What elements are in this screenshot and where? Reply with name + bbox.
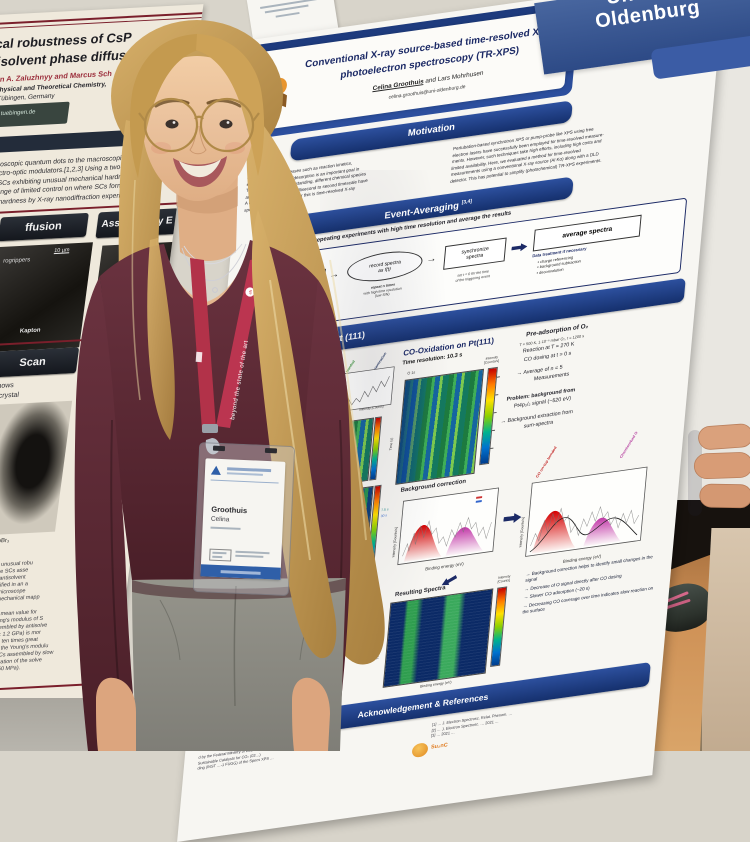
spectrum-after-plot: Binding energy (eV) Intensity [Counts/s] [519,466,648,564]
badge-footer-bar [235,554,264,558]
eye [165,119,179,129]
finger [698,423,750,450]
hand [688,423,750,516]
badge-footer-box [209,548,232,562]
axis-label: Binding energy (eV) [563,554,602,564]
spectrum-before-plot: Binding energy (eV) Intensity [Counts/s] [392,487,500,572]
badge-surname: Groothuis [211,504,248,516]
right-hand [292,677,330,751]
glasses [138,97,260,153]
badge-detail-bar [210,526,241,530]
lanyard: afs beyond the state of the art [190,258,264,455]
badge-footer-bar [212,555,223,558]
necklace [181,243,247,293]
mouth [173,156,227,188]
person-photo: afs beyond the state of the art [74,20,750,751]
hair-front [131,179,367,659]
lanyard-logo-icon [245,287,255,297]
badge-firstname: Celina [210,515,230,524]
badge-card: Groothuis Celina [200,458,286,580]
finger [699,483,750,509]
nose [189,125,207,155]
badge-footer-bar [235,550,270,555]
eyebrow [154,99,190,108]
badge: Groothuis Celina [192,442,296,597]
badge-header-bar [226,472,263,476]
eyebrow [206,99,242,108]
badge-rule [210,479,279,484]
axis-label: Intensity [Counts/s] [519,517,526,548]
badge-banner-bar [220,569,261,575]
axis-label: Binding energy (eV) [425,561,464,571]
left-hand [96,677,136,751]
badge-header-bar [227,467,272,472]
eye [219,119,233,129]
finger [693,452,750,480]
clasp [202,424,218,433]
badge-logo-icon [210,465,222,475]
badge-clip-slot [212,445,226,452]
lanyard-logo-text: afs [248,289,253,295]
badge-footer-bar [212,551,227,555]
badge-clip-slot [264,447,278,454]
hair-swoop [130,34,265,178]
axis-label: Intensity [Counts/s] [392,527,399,558]
